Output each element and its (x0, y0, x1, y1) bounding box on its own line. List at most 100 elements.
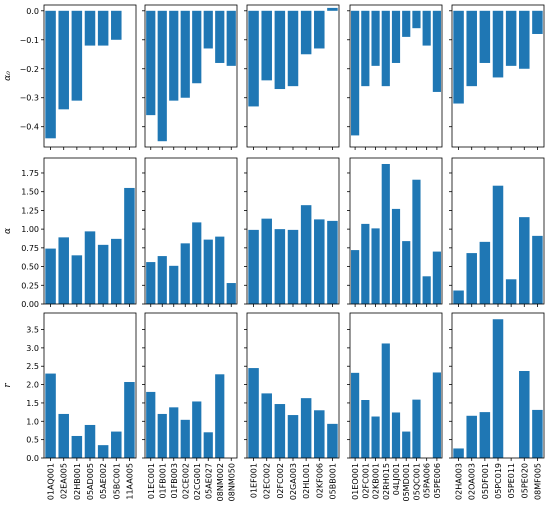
subplot-frame-r0-c0 (43, 4, 137, 148)
bar-r1-c3-0 (351, 250, 360, 304)
subplot-frame-r2-c1 (144, 312, 238, 459)
subplot-frame-r1-c2 (246, 157, 340, 305)
bar-r2-c2-6 (327, 423, 338, 458)
x-tick-label-c1-5: 05AE027 (204, 463, 213, 499)
y-tick-label-r0-1: −0.1 (20, 36, 39, 45)
subplot-frame-r0-c3 (349, 4, 443, 148)
bar-r0-c2-1 (261, 10, 272, 81)
x-tick-label-c1-3: 02CE002 (181, 463, 190, 499)
subplot-r2-c0: 01AQ001 02EA005 02HB001 05AD005 05AE002 05BC0… (26, 312, 137, 500)
bar-r0-c3-1 (361, 10, 370, 87)
bar-r1-c1-5 (203, 239, 213, 304)
bar-r2-c0-2 (71, 435, 83, 458)
bar-r2-c2-5 (314, 410, 325, 458)
bar-r1-c0-6 (124, 187, 135, 304)
bar-r0-c2-0 (248, 10, 259, 107)
x-tick-label-c3-5: 05MD001 (402, 463, 411, 502)
x-tick-label-c3-3: 02RH015 (382, 463, 391, 500)
bar-r0-c1-2 (169, 10, 179, 101)
y-tick-label-r2-1: 0.5 (26, 436, 39, 445)
subplot-r0-c2 (244, 4, 340, 150)
subplot-r2-c2: 01EF001 02EC002 02FC002 02GA003 02HL001 02KF0… (244, 312, 340, 500)
bar-r1-c3-4 (391, 208, 401, 304)
bar-r1-c4-4 (505, 279, 517, 304)
bar-r0-c4-0 (453, 10, 464, 104)
x-tick-label-c2-3: 02GA003 (289, 463, 298, 500)
bar-r1-c1-1 (157, 256, 167, 304)
subplot-r0-c4 (449, 4, 545, 150)
bar-r1-c1-7 (226, 283, 236, 304)
x-tick-label-c1-0: 01EC001 (147, 463, 156, 499)
bar-r2-c2-4 (300, 398, 312, 458)
subplot-r0-c3 (347, 4, 443, 150)
subplot-r1-c1 (142, 157, 238, 307)
x-tick-label-c4-6: 08MF005 (533, 463, 542, 500)
bar-r2-c4-0 (453, 448, 464, 458)
x-tick-label-c0-3: 05AD005 (86, 463, 95, 500)
bar-r2-c3-5 (402, 431, 411, 458)
bar-r1-c4-0 (453, 290, 464, 304)
subplot-frame-r1-c1 (144, 157, 238, 305)
bar-r0-c0-5 (111, 10, 122, 40)
bar-r2-c3-1 (361, 400, 370, 458)
x-tick-label-c4-2: 05DF001 (481, 463, 490, 499)
bar-r2-c1-0 (146, 391, 156, 458)
bar-r1-c2-4 (300, 205, 312, 304)
subplot-frame-r0-c1 (144, 4, 238, 148)
bar-r1-c2-0 (248, 229, 259, 304)
bar-r0-c4-3 (492, 10, 504, 78)
subplot-frame-r2-c4 (451, 312, 545, 459)
y-tick-label-r0-4: −0.4 (20, 123, 39, 132)
bar-r0-c2-6 (327, 7, 338, 11)
subplot-r0-c1 (142, 4, 238, 150)
x-tick-label-c1-7: 08NM050 (227, 463, 236, 501)
y-tick-label-r2-4: 2.0 (26, 381, 39, 390)
bar-r1-c1-4 (192, 222, 202, 304)
subplot-frame-r2-c3 (349, 312, 443, 459)
bar-r2-c3-6 (412, 399, 421, 458)
bar-r2-c2-0 (248, 368, 259, 458)
x-tick-label-c0-6: 11AA005 (125, 463, 134, 500)
bar-r1-c1-6 (215, 236, 225, 304)
bar-r2-c0-0 (45, 373, 56, 458)
x-tick-label-c0-0: 01AQ001 (47, 463, 56, 500)
bar-r1-c0-5 (111, 238, 122, 304)
bar-r0-c0-0 (45, 10, 56, 139)
bar-r2-c0-3 (84, 424, 96, 458)
y-tick-label-r2-7: 3.5 (26, 326, 39, 335)
bar-r0-c1-3 (180, 10, 190, 98)
subplot-r1-c3 (347, 157, 443, 307)
bar-r0-c4-4 (505, 10, 517, 66)
x-tick-label-c2-6: 05BB001 (328, 463, 337, 499)
subplot-r2-c4: 02HA003 02OA003 05DF001 05PC019 05PE011 05PE0… (449, 312, 545, 500)
bar-r1-c0-0 (45, 248, 56, 304)
bar-r2-c1-3 (180, 419, 190, 458)
x-tick-label-c2-0: 01EF001 (250, 463, 259, 498)
bar-r2-c1-2 (169, 407, 179, 458)
bar-r0-c2-4 (300, 10, 312, 55)
y-axis-label-row-2: r (3, 383, 13, 388)
x-tick-label-c4-5: 05PE020 (520, 463, 529, 498)
bar-r1-c2-6 (327, 220, 338, 304)
x-tick-label-c3-8: 05PE006 (433, 463, 442, 498)
y-tick-label-r1-6: 1.50 (21, 188, 39, 197)
bar-r1-c0-2 (71, 255, 83, 304)
x-tick-label-c1-2: 01FB003 (170, 463, 179, 499)
bar-r0-c3-7 (422, 10, 431, 46)
y-tick-label-r0-2: −0.2 (20, 65, 39, 74)
y-tick-label-r2-2: 1.0 (26, 417, 39, 426)
bar-r0-c1-0 (146, 10, 156, 116)
bar-r1-c0-4 (97, 244, 109, 304)
bar-r0-c1-7 (226, 10, 236, 66)
subplot-frame-r0-c4 (451, 4, 545, 148)
bar-r0-c4-6 (532, 10, 543, 34)
bar-r0-c1-5 (203, 10, 213, 49)
bar-r2-c2-1 (261, 393, 272, 458)
bar-r0-c4-5 (519, 10, 530, 69)
x-tick-label-c1-4: 02CG001 (193, 463, 202, 500)
x-tick-label-c3-2: 02KB001 (372, 463, 381, 499)
bar-r0-c2-5 (314, 10, 325, 49)
subplot-frame-r1-c4 (451, 157, 545, 305)
x-tick-label-c1-6: 08NM002 (216, 463, 225, 501)
bar-r1-c2-2 (274, 229, 286, 304)
